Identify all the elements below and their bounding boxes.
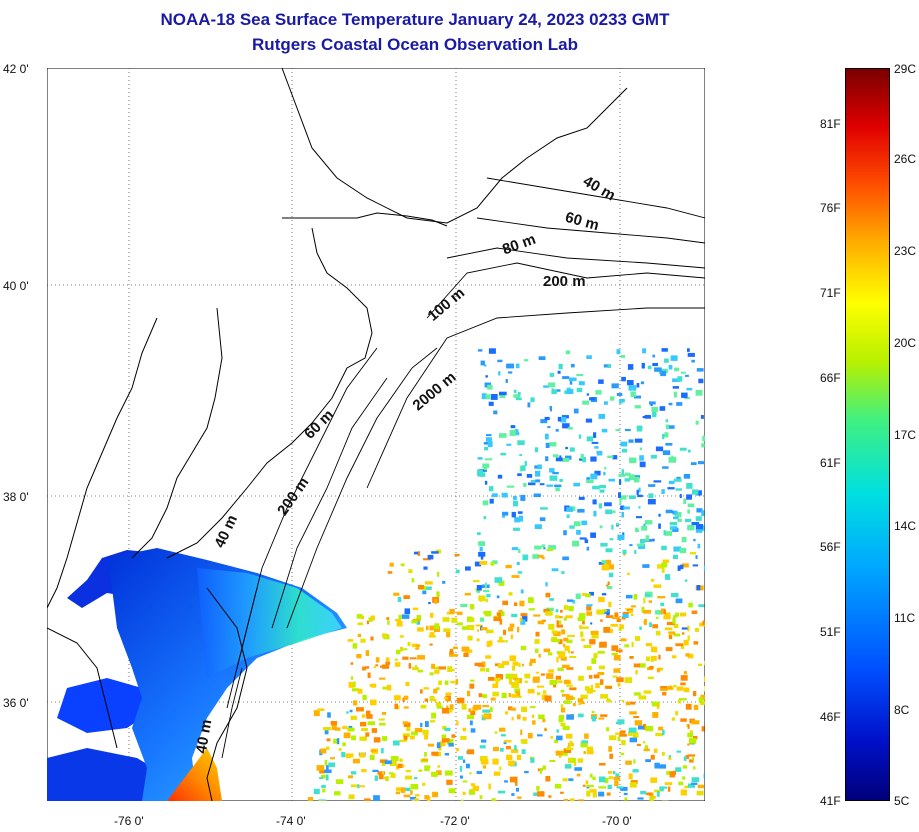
- map-title: NOAA-18 Sea Surface Temperature January …: [160, 10, 670, 29]
- colorbar-f-label: 41F: [820, 794, 841, 808]
- colorbar-f-label: 66F: [820, 371, 841, 385]
- isobaths: [221, 177, 706, 759]
- colorbar-f-label: 71F: [820, 286, 841, 300]
- offshore-sst: [307, 348, 713, 807]
- gulf-stream-warm: [167, 748, 222, 801]
- colorbar-f-label: 76F: [820, 201, 841, 215]
- lat-label-36: 36 0': [3, 696, 29, 710]
- colorbar-f-label: 51F: [820, 625, 841, 639]
- colorbar-c-label: 5C: [894, 794, 910, 808]
- lon-label-76: -76 0': [114, 814, 144, 828]
- colorbar-f-label: 61F: [820, 456, 841, 470]
- colorbar-f-label: 46F: [820, 710, 841, 724]
- lat-label-40: 40 0': [3, 279, 29, 293]
- lon-label-74: -74 0': [276, 814, 306, 828]
- colorbar-c-label: 17C: [894, 428, 917, 442]
- lon-label-70: -70 0': [602, 814, 632, 828]
- coastline: [46, 67, 628, 802]
- colorbar-c-label: 23C: [894, 244, 917, 258]
- colorbar-c-label: 14C: [894, 519, 917, 533]
- colorbar-c-label: 20C: [894, 336, 917, 350]
- colorbar-c-label: 8C: [894, 703, 910, 717]
- temperature-colorbar: [845, 68, 890, 801]
- map-subtitle: Rutgers Coastal Ocean Observation Lab: [252, 35, 578, 54]
- isobath-label: 200 m: [543, 273, 586, 290]
- lat-label-42: 42 0': [3, 62, 29, 76]
- colorbar-f-label: 56F: [820, 540, 841, 554]
- lon-label-72: -72 0': [440, 814, 470, 828]
- colorbar-f-label: 81F: [820, 117, 841, 131]
- colorbar-c-label: 11C: [894, 611, 916, 625]
- sst-map: 40 m 60 m 80 m 200 m 100 m 2000 m 60 m 2…: [46, 67, 713, 807]
- plume-sst: [197, 568, 342, 678]
- lat-label-38: 38 0': [3, 490, 29, 504]
- colorbar-c-label: 26C: [894, 152, 917, 166]
- colorbar-c-label: 29C: [894, 62, 917, 76]
